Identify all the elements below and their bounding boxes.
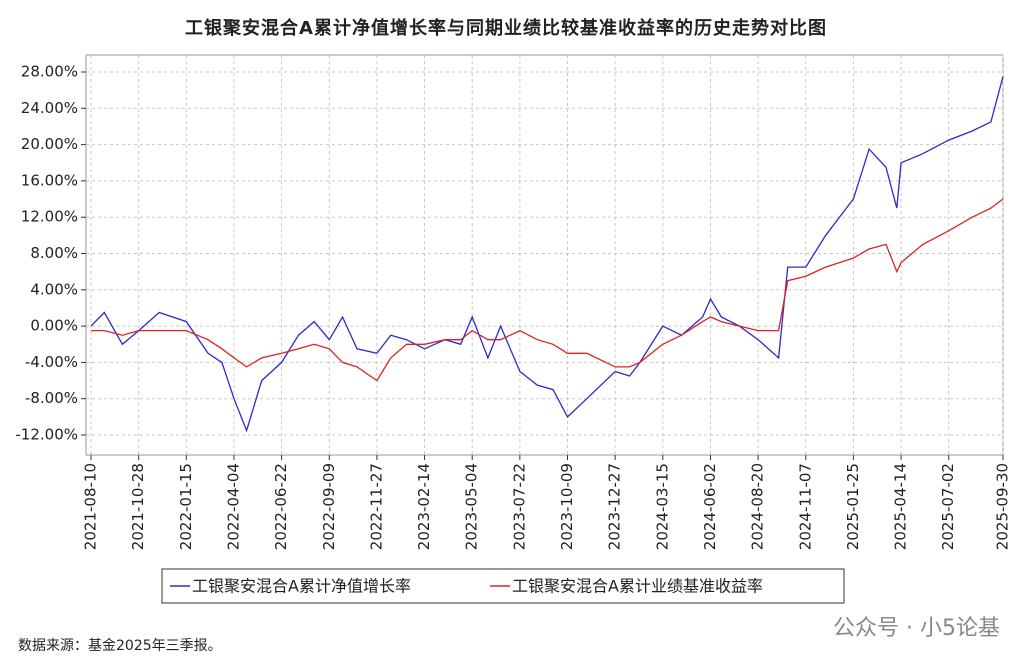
x-tick-label: 2023-10-09	[558, 463, 576, 550]
source-note: 数据来源：基金2025年三季报。	[18, 637, 222, 654]
y-tick-label: 28.00%	[21, 63, 78, 81]
y-tick-label: -4.00%	[25, 353, 78, 371]
x-tick-label: 2022-09-09	[320, 463, 338, 550]
plot-frame	[85, 54, 1004, 456]
series-line	[90, 76, 1004, 433]
x-tick-label: 2022-06-22	[272, 463, 290, 550]
x-tick-label: 2024-06-02	[701, 463, 719, 550]
x-tick-label: 2025-04-14	[892, 463, 910, 550]
x-tick-label: 2023-12-27	[606, 463, 624, 550]
x-tick-label: 2024-11-07	[796, 463, 814, 550]
y-tick-label: 0.00%	[30, 317, 78, 335]
x-tick-label: 2022-01-15	[177, 463, 195, 550]
y-tick-label: 4.00%	[30, 280, 78, 298]
x-tick-label: 2022-11-27	[367, 463, 385, 550]
y-tick-label: 20.00%	[21, 135, 78, 153]
chart-title: 工银聚安混合A累计净值增长率与同期业绩比较基准收益率的历史走势对比图	[185, 17, 827, 39]
watermark: 公众号 · 小5论基	[833, 616, 1000, 641]
y-tick-label: 8.00%	[30, 244, 78, 262]
y-tick-label: -8.00%	[25, 389, 78, 407]
y-tick-label: 16.00%	[21, 171, 78, 189]
x-tick-label: 2023-05-04	[463, 463, 481, 550]
y-tick-label: -12.00%	[15, 426, 78, 444]
legend-label: 工银聚安混合A累计业绩基准收益率	[512, 577, 763, 596]
x-tick-label: 2024-08-20	[749, 463, 767, 550]
y-tick-label: 24.00%	[21, 99, 78, 117]
x-tick-label: 2023-07-22	[510, 463, 528, 550]
x-tick-label: 2021-08-10	[82, 463, 100, 550]
x-tick-label: 2025-07-02	[939, 463, 957, 550]
x-tick-label: 2023-02-14	[415, 463, 433, 550]
y-tick-label: 12.00%	[21, 208, 78, 226]
x-tick-label: 2022-04-04	[224, 463, 242, 550]
x-tick-label: 2024-03-15	[653, 463, 671, 550]
x-tick-label: 2021-10-28	[129, 463, 147, 550]
x-tick-label: 2025-01-25	[844, 463, 862, 550]
series-line	[91, 198, 1004, 382]
legend-label: 工银聚安混合A累计净值增长率	[192, 577, 411, 596]
x-tick-label: 2025-09-30	[994, 463, 1012, 550]
